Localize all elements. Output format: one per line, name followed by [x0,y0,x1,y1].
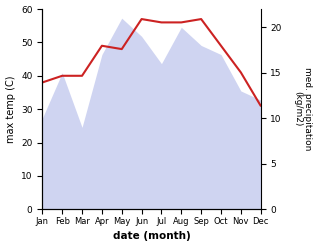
Y-axis label: max temp (C): max temp (C) [5,75,16,143]
X-axis label: date (month): date (month) [113,231,190,242]
Y-axis label: med. precipitation
(kg/m2): med. precipitation (kg/m2) [293,67,313,151]
